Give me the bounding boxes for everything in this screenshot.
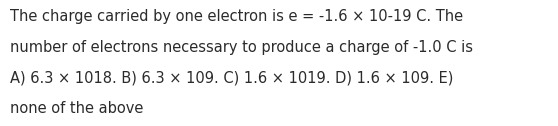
Text: A) 6.3 × 1018. B) 6.3 × 109. C) 1.6 × 1019. D) 1.6 × 109. E): A) 6.3 × 1018. B) 6.3 × 109. C) 1.6 × 10… xyxy=(10,71,454,86)
Text: number of electrons necessary to produce a charge of -1.0 C is: number of electrons necessary to produce… xyxy=(10,40,473,55)
Text: The charge carried by one electron is e = -1.6 × 10-19 C. The: The charge carried by one electron is e … xyxy=(10,9,463,24)
Text: none of the above: none of the above xyxy=(10,101,143,116)
